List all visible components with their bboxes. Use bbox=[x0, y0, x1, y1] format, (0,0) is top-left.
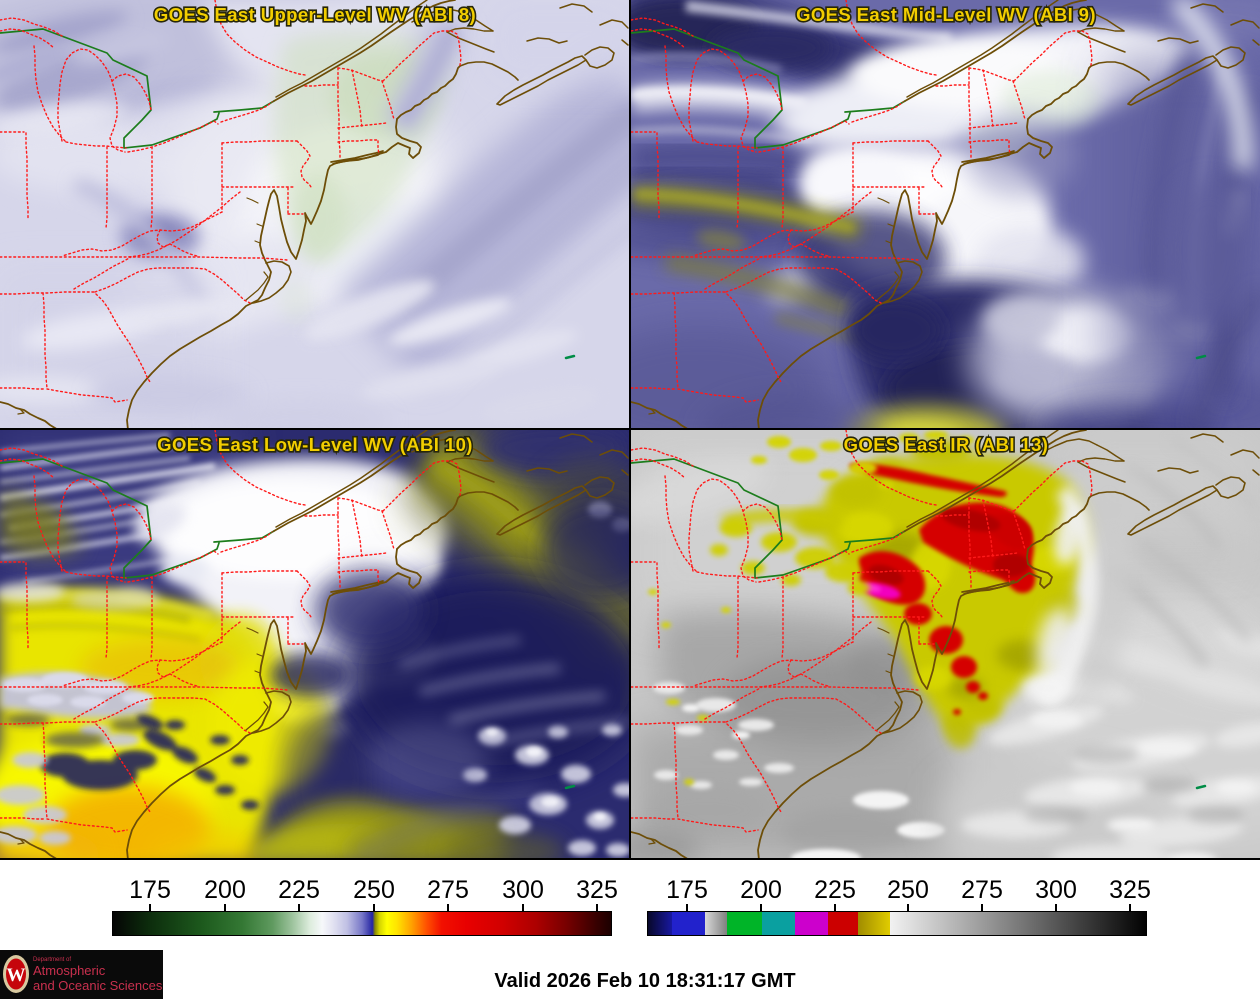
svg-text:W: W bbox=[7, 965, 26, 986]
svg-text:and Oceanic Sciences: and Oceanic Sciences bbox=[33, 978, 163, 993]
svg-text:GOES East Upper-Level WV (ABI: GOES East Upper-Level WV (ABI 8) bbox=[154, 4, 476, 25]
svg-text:Department of: Department of bbox=[33, 957, 71, 963]
svg-text:GOES East Mid-Level WV (ABI 9): GOES East Mid-Level WV (ABI 9) bbox=[796, 4, 1096, 25]
svg-text:GOES East IR (ABI 13): GOES East IR (ABI 13) bbox=[844, 434, 1049, 455]
svg-text:GOES East Low-Level WV (ABI 10: GOES East Low-Level WV (ABI 10) bbox=[157, 434, 473, 455]
svg-text:Atmospheric: Atmospheric bbox=[33, 963, 106, 978]
